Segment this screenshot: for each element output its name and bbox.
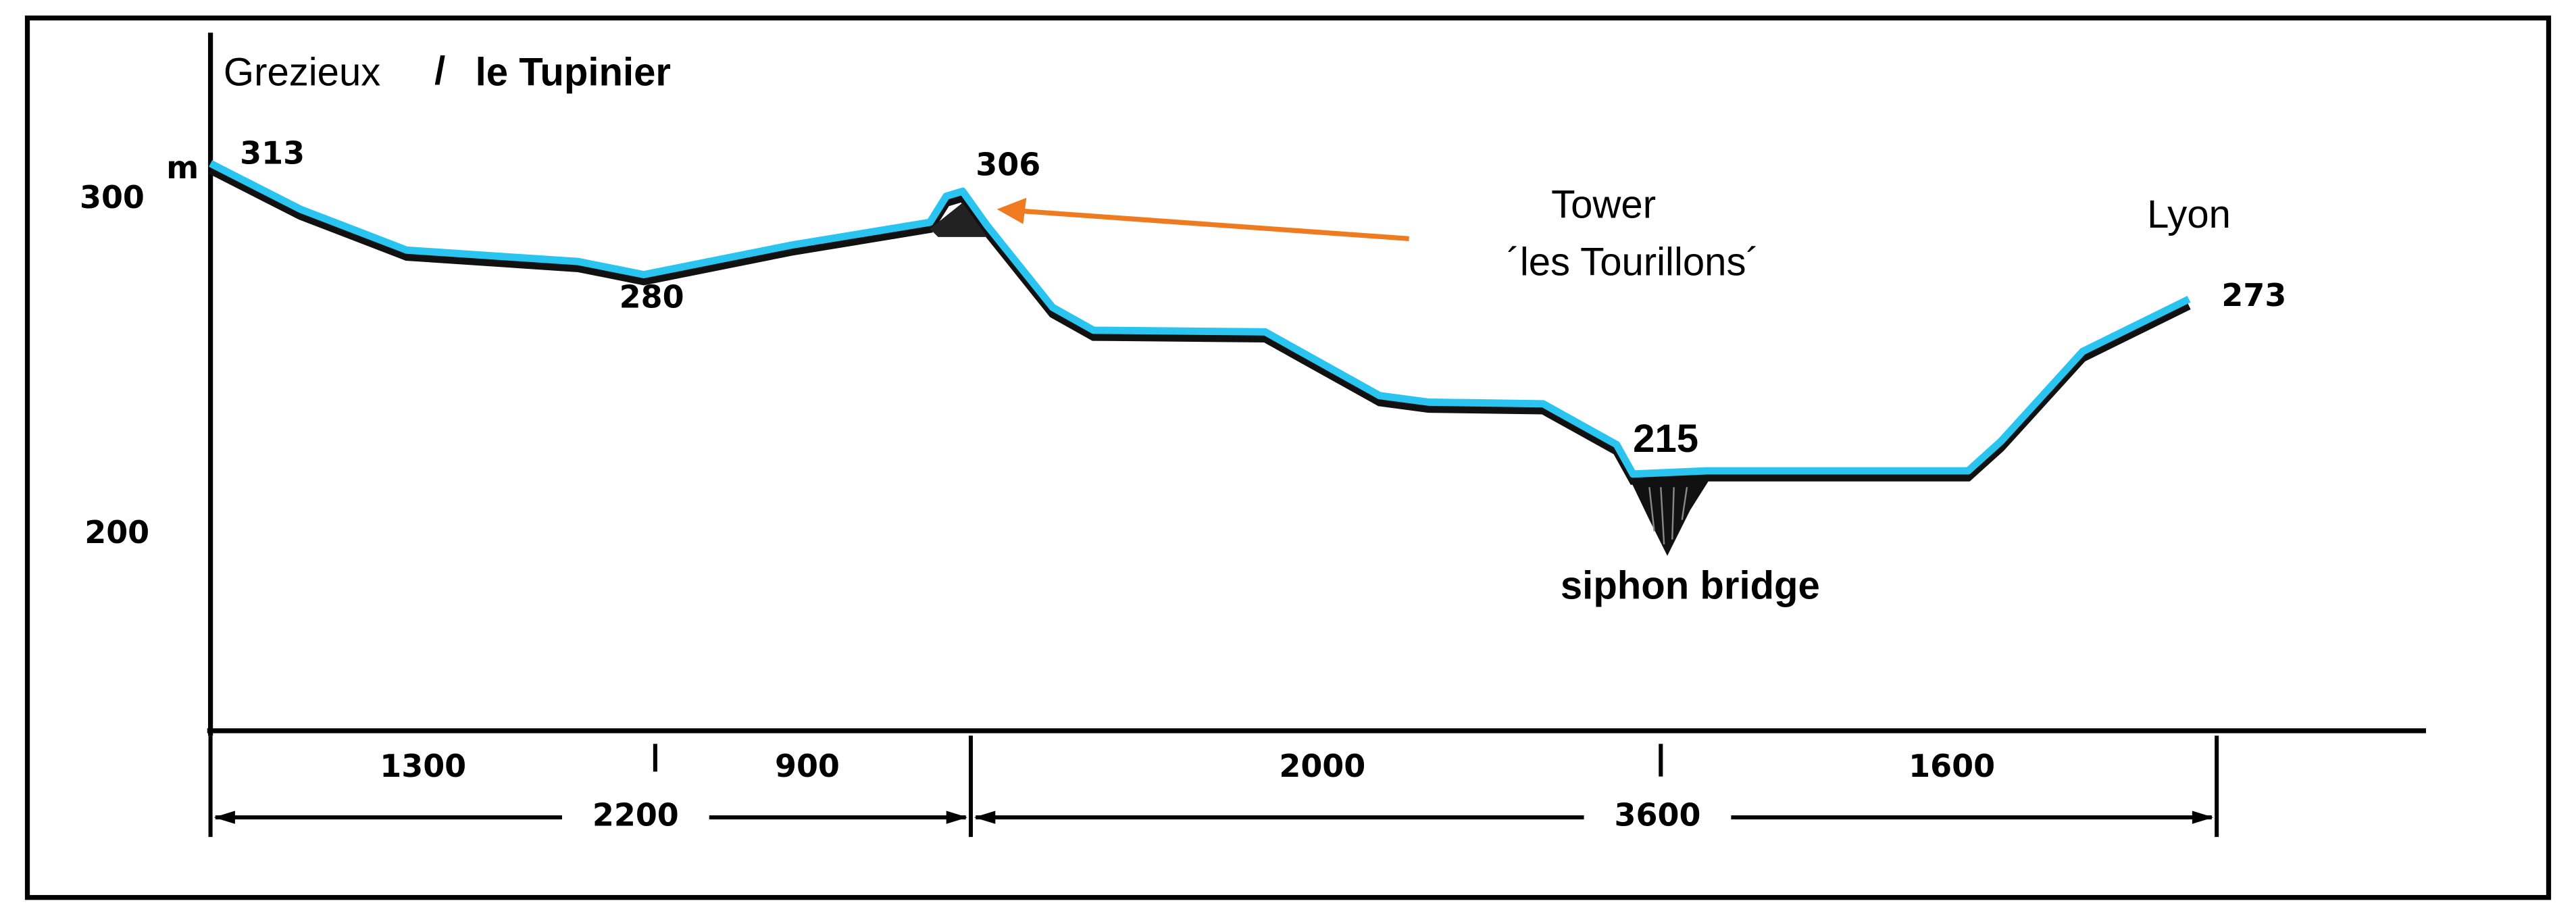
- distance-label: 2000: [1279, 748, 1365, 784]
- pointer-arrow: [1019, 208, 1409, 241]
- tower-mark: [930, 203, 988, 237]
- profile-shadow: [208, 166, 2191, 485]
- distance-ticks: [208, 736, 2219, 838]
- tower-label: Tower: [1551, 183, 1656, 227]
- axis-unit: m: [166, 149, 199, 186]
- elevation-label: 306: [976, 146, 1040, 182]
- distance-label: 900: [775, 748, 840, 784]
- dimension-arrows: [213, 811, 2214, 824]
- profile-line: [209, 160, 2191, 478]
- distance-total: 2200: [592, 797, 679, 834]
- separator: /: [434, 49, 445, 93]
- distance-label: 1600: [1909, 748, 1995, 784]
- elevation-label: 313: [240, 134, 305, 171]
- distance-total: 3600: [1614, 797, 1700, 834]
- axis-label: 200: [84, 514, 149, 550]
- frame: [24, 15, 2552, 900]
- elevation-label: 273: [2221, 277, 2286, 313]
- start-place: Grezieux: [224, 51, 380, 95]
- elevation-label: 215: [1633, 417, 1698, 461]
- end-place: le Tupinier: [476, 51, 671, 95]
- axis-label: 300: [80, 179, 145, 215]
- distance-label: 1300: [380, 748, 466, 784]
- pointer-head: [996, 197, 1027, 224]
- elevation-label: 280: [620, 278, 684, 315]
- bridge-label: siphon bridge: [1561, 564, 1820, 608]
- tower-name: ´les Tourillons´: [1507, 240, 1759, 284]
- bridge-hatch: [1648, 487, 1688, 544]
- destination-label: Lyon: [2147, 193, 2231, 236]
